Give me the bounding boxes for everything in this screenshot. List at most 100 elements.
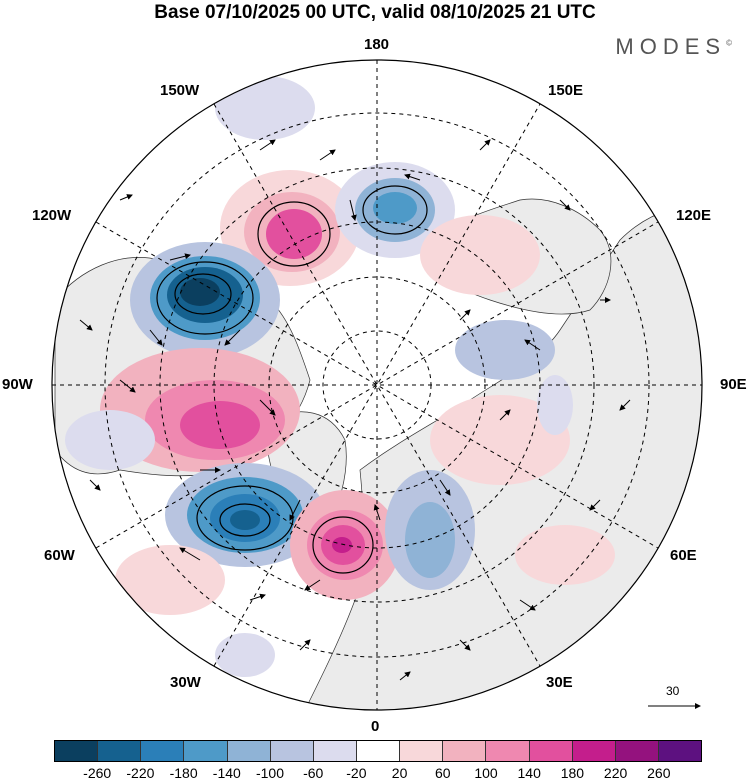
colorbar-tick-label: -140 [212, 765, 241, 781]
colorbar-tick-label: 220 [603, 765, 628, 781]
colorbar-tick-label: -260 [83, 765, 112, 781]
wind-vector [459, 309, 471, 321]
colorbar-segment [313, 741, 357, 761]
wind-vector [259, 399, 276, 416]
colorbar-tick-label: -20 [346, 765, 367, 781]
wind-vector [349, 199, 357, 221]
colorbar-segment [615, 741, 659, 761]
colorbar-tick-label: 140 [517, 765, 541, 781]
contour-pacific [257, 201, 331, 267]
anomaly-low-pacific-east [65, 410, 155, 470]
colorbar-tick-label: 180 [560, 765, 585, 781]
anomaly-high-north-pacific-core [266, 209, 322, 259]
colorbar-segment [55, 741, 99, 761]
colorbar-tick-label: -60 [303, 765, 324, 781]
wind-vector [224, 329, 241, 346]
lon-label-180: 180 [364, 36, 390, 53]
wind-vector [439, 479, 451, 496]
graticule [52, 60, 702, 710]
wind-vector [399, 671, 411, 681]
anomaly-low-scandinavia-core [405, 502, 455, 578]
modes-logo: MODES© [615, 34, 732, 60]
anomaly-high-canada-core [180, 401, 260, 449]
colorbar-tick-label: -180 [169, 765, 198, 781]
anomaly-field [65, 76, 615, 677]
wind-vector [319, 149, 336, 161]
contour-alaska-1 [156, 261, 254, 335]
anomaly-high-mid-atlantic [115, 545, 225, 615]
colorbar [54, 740, 702, 762]
contour-bering [362, 185, 428, 235]
anomaly-high-iceland-center [332, 537, 352, 553]
latitude-circle-40 [104, 112, 650, 658]
wind-vector [524, 339, 541, 351]
anomaly-high-arctic-asia [430, 395, 570, 485]
colorbar-segment [400, 741, 444, 761]
colorbar-tick-label: 100 [474, 765, 498, 781]
wind-vector [179, 547, 201, 561]
colorbar-tick-label: 60 [435, 765, 451, 781]
wind-vectors [79, 139, 631, 681]
lon-label-150e: 150E [548, 82, 584, 99]
vector-scale-label: 30 [666, 684, 680, 698]
colorbar-tick-label: 260 [647, 765, 671, 781]
map-border [51, 59, 703, 711]
wind-vector [89, 479, 101, 491]
colorbar-tick-label: -220 [126, 765, 155, 781]
wind-vector [119, 379, 136, 393]
wind-vector [479, 139, 491, 151]
anomaly-high-siberia-a [420, 215, 540, 295]
contour-lines [156, 185, 428, 574]
wind-vector [249, 593, 266, 601]
colorbar-segment [658, 741, 702, 761]
wind-vector [373, 504, 381, 521]
lon-label-120e: 120E [676, 207, 712, 224]
anomaly-low-bering-core [373, 192, 417, 224]
lon-label-30e: 30E [546, 674, 573, 691]
contour-atlantic-2 [219, 503, 271, 537]
lon-label-0: 0 [371, 718, 380, 735]
colorbar-segment [443, 741, 487, 761]
colorbar-segment [529, 741, 573, 761]
lon-label-90e: 90E [720, 376, 747, 393]
chart-title: Base 07/10/2025 00 UTC, valid 08/10/2025… [154, 2, 596, 23]
anomaly-high-south-europe [515, 525, 615, 585]
lon-label-150w: 150W [160, 82, 200, 99]
wind-vector [459, 639, 471, 651]
anomaly-low-east-asia [537, 375, 573, 435]
colorbar-tick-label: -100 [255, 765, 285, 781]
anomaly-low-alaska-center [180, 278, 220, 306]
colorbar-segment [227, 741, 271, 761]
wind-vector [169, 253, 191, 261]
anomaly-low-pacific-west [215, 76, 315, 140]
wind-vector [519, 599, 536, 611]
wind-vector [299, 639, 311, 651]
wind-vector [499, 409, 511, 421]
wind-vector [289, 499, 301, 521]
colorbar-segment [356, 741, 401, 761]
wind-vector [589, 499, 601, 511]
lon-label-60e: 60E [670, 547, 697, 564]
wind-vector [404, 173, 421, 181]
contour-alaska-2 [174, 273, 232, 315]
lon-label-90w: 90W [2, 376, 33, 393]
wind-vector [259, 139, 276, 151]
anomaly-low-central-asia [455, 320, 555, 380]
wind-vector [149, 329, 163, 346]
lon-label-30w: 30W [170, 674, 201, 691]
anomaly-low-atlantic-center [230, 510, 260, 530]
colorbar-segment [486, 741, 530, 761]
colorbar-segment [572, 741, 616, 761]
lon-label-120w: 120W [32, 207, 72, 224]
logo-text: MODES [615, 34, 727, 59]
colorbar-segment [141, 741, 185, 761]
anomaly-low-south-atlantic [215, 633, 275, 677]
wind-vector [119, 194, 133, 201]
wind-vector [559, 199, 571, 211]
colorbar-segment [184, 741, 228, 761]
lon-label-60w: 60W [44, 547, 75, 564]
wind-vector [79, 319, 93, 331]
wind-vector [304, 579, 321, 591]
contour-iceland-1 [312, 516, 374, 574]
